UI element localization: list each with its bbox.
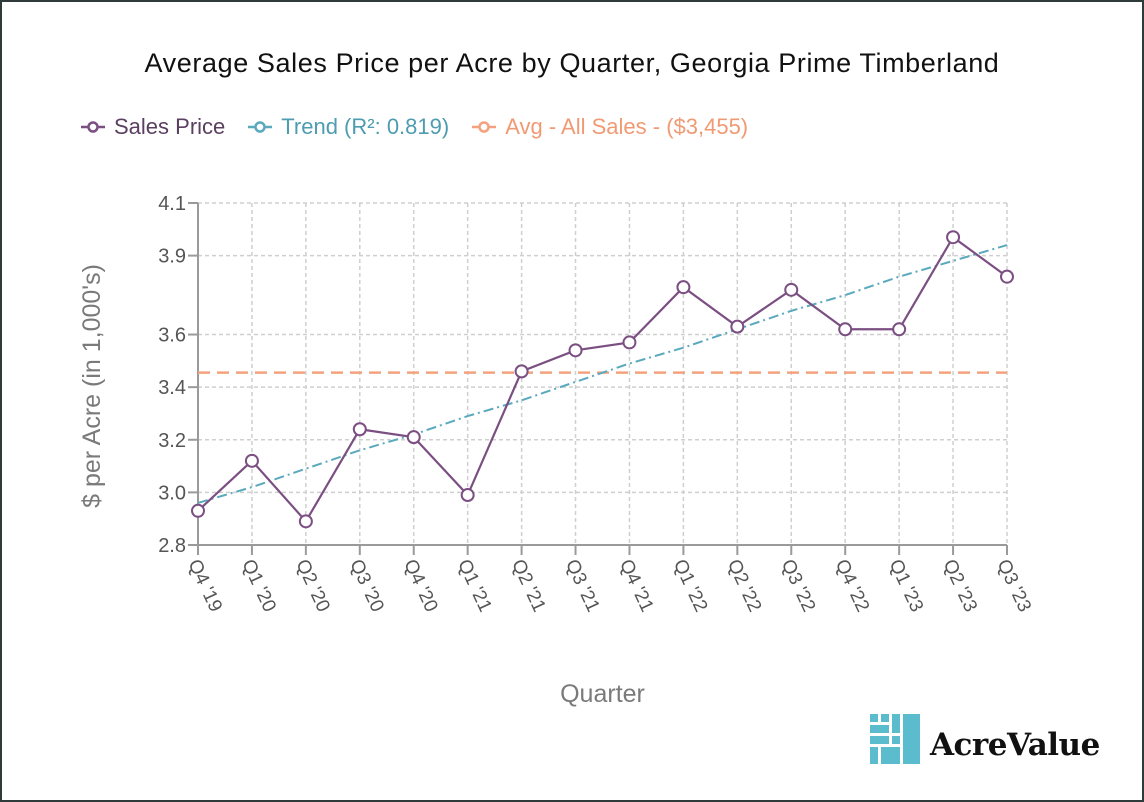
x-tick-label: Q3 '23	[992, 556, 1034, 615]
legend-marker-sales-price	[81, 121, 105, 133]
sales-price-point[interactable]	[568, 343, 583, 358]
x-tick-label: Q4 '20	[399, 556, 441, 615]
legend-item-avg-all-sales[interactable]: Avg - All Sales - ($3,455)	[471, 114, 748, 140]
acrevalue-logo-icon	[870, 714, 920, 764]
x-tick-label: Q2 '21	[507, 556, 549, 615]
y-tick-label: 3.0	[158, 482, 186, 504]
sales-price-point[interactable]	[352, 422, 367, 437]
legend-label-avg-all-sales: Avg - All Sales - ($3,455)	[505, 114, 749, 139]
sales-price-point[interactable]	[946, 230, 961, 245]
x-tick-label: Q3 '22	[777, 556, 819, 615]
sales-price-point[interactable]	[838, 322, 853, 337]
chart-legend: Sales Price Trend (R²: 0.819) Avg - All …	[80, 114, 748, 140]
y-tick-label: 4.1	[158, 193, 186, 215]
sales-price-point[interactable]	[622, 335, 637, 350]
x-tick-label: Q2 '22	[723, 556, 765, 615]
series-line-sales-price	[197, 235, 1008, 524]
sales-price-point[interactable]	[1000, 269, 1014, 284]
label-layer: 2.8 3.0 3.2 3.4 3.6 3.9 4.1 Q4 '19 Q1 '20 Q2 '20 Q…	[78, 193, 1035, 708]
x-tick-label: Q1 '22	[669, 556, 711, 615]
y-tick-label: 3.2	[158, 430, 186, 452]
legend-label-sales-price: Sales Price	[114, 114, 226, 139]
x-tick-label: Q4 '19	[183, 556, 225, 615]
series-line-trend	[197, 244, 1008, 504]
x-tick-label: Q4 '22	[831, 556, 873, 615]
legend-marker-avg-all-sales	[472, 121, 497, 133]
x-tick-label: Q4 '21	[615, 556, 657, 615]
x-tick-label: Q2 '20	[291, 556, 333, 615]
sales-price-point[interactable]	[460, 488, 475, 503]
sales-price-point[interactable]	[514, 364, 529, 379]
legend-item-sales-price[interactable]: Sales Price	[80, 114, 225, 140]
sales-price-point[interactable]	[244, 453, 259, 468]
legend-label-trend: Trend (R²: 0.819)	[281, 114, 450, 139]
acrevalue-wordmark: AcreValue	[930, 727, 1100, 763]
grid-layer	[197, 202, 1008, 546]
sales-price-point[interactable]	[784, 282, 799, 297]
x-tick-label: Q3 '21	[561, 556, 603, 615]
y-tick-label: 3.9	[158, 246, 186, 268]
x-tick-label: Q1 '20	[237, 556, 279, 615]
y-axis-title: $ per Acre (in 1,000's)	[78, 264, 106, 508]
sales-price-point[interactable]	[892, 322, 907, 337]
x-tick-label: Q3 '20	[345, 556, 387, 615]
y-tick-label: 2.8	[158, 535, 186, 557]
sales-price-point[interactable]	[406, 430, 421, 445]
sales-price-point[interactable]	[730, 319, 745, 334]
y-tick-label: 3.4	[158, 377, 186, 399]
axis-layer	[188, 202, 1008, 555]
y-tick-label: 3.6	[158, 325, 186, 347]
acrevalue-logo[interactable]: AcreValue	[870, 714, 1100, 764]
x-tick-label: Q1 '21	[453, 556, 495, 615]
sales-price-point[interactable]	[191, 503, 205, 518]
x-axis-title: Quarter	[560, 680, 645, 708]
sales-price-point[interactable]	[298, 514, 313, 529]
chart-title: Average Sales Price per Acre by Quarter,…	[144, 48, 1000, 78]
series-layer	[191, 230, 1014, 529]
sales-price-point[interactable]	[676, 280, 691, 295]
legend-marker-trend	[248, 121, 273, 133]
legend-item-trend[interactable]: Trend (R²: 0.819)	[247, 114, 449, 140]
x-tick-label: Q2 '23	[939, 556, 981, 615]
x-tick-label: Q1 '23	[885, 556, 927, 615]
